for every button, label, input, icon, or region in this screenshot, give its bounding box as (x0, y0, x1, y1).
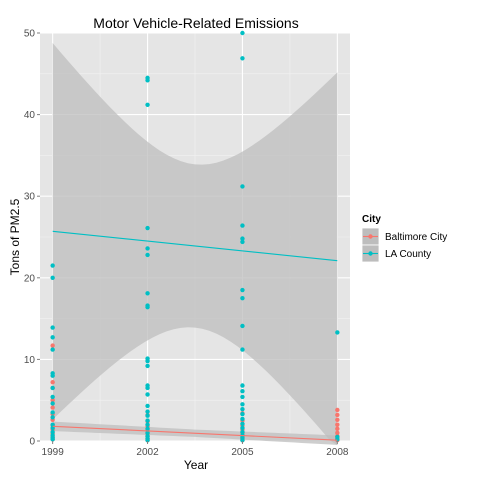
baltimore-city-legend-label: Baltimore City (385, 232, 447, 243)
la-county-point (240, 411, 245, 417)
la-county-point (240, 236, 245, 241)
la-county-point (240, 184, 245, 189)
baltimore-city-point (50, 398, 55, 403)
la-county-point (50, 325, 55, 330)
y-tick-label: 40 (24, 110, 36, 121)
la-county-point (240, 421, 245, 427)
la-county-point (240, 425, 245, 431)
la-county-point (240, 394, 245, 400)
chart-title: Motor Vehicle-Related Emissions (93, 15, 298, 31)
la-county-point (145, 291, 150, 296)
baltimore-city-point (335, 430, 340, 436)
baltimore-city-point (335, 417, 340, 422)
x-tick-label: 2008 (326, 447, 349, 458)
x-axis-label: Year (184, 458, 208, 472)
la-county-point (145, 409, 150, 414)
y-axis-ticks: 0 10 20 30 40 50 (24, 29, 40, 448)
fit-lines (52, 230, 338, 441)
y-tick-label: 20 (24, 273, 36, 284)
la-county-point (50, 275, 55, 280)
la-county-point (50, 401, 55, 406)
la-county-point (240, 56, 245, 61)
la-county-point (240, 296, 245, 301)
la-county-point (145, 392, 150, 397)
la-county-point (145, 426, 150, 431)
la-county-point (145, 246, 150, 251)
la-county-point (240, 223, 245, 228)
la-county-point (240, 323, 245, 329)
legend: City Baltimore City LA County (361, 214, 447, 263)
la-county-fit-line (52, 230, 338, 262)
la-county-point (145, 422, 150, 427)
la-county-point (50, 347, 55, 352)
la-county-point (145, 225, 150, 231)
la-county-point (50, 263, 55, 268)
la-county-point (240, 389, 245, 394)
la-county-point (145, 403, 150, 409)
la-county-point (335, 330, 340, 335)
la-county-point (145, 437, 150, 443)
la-county-confidence-band (52, 43, 338, 446)
la-county-point (50, 385, 55, 391)
la-county-point (240, 406, 245, 412)
la-county-legend-label: LA County (385, 249, 431, 260)
la-county-point (145, 304, 150, 310)
la-county-point (240, 429, 245, 435)
la-county-point (145, 430, 150, 436)
la-county-point (145, 385, 150, 391)
la-county-point (50, 335, 55, 340)
la-county-point (145, 363, 150, 369)
la-county-legend-point (368, 251, 373, 256)
la-county-point (50, 373, 55, 378)
la-county-point (240, 416, 245, 422)
scatter-points (50, 30, 340, 443)
baltimore-city-point (335, 426, 340, 431)
la-county-point (240, 287, 245, 293)
y-tick-label: 30 (24, 192, 36, 203)
baltimore-city-point (50, 343, 55, 348)
baltimore-city-point (50, 405, 55, 410)
la-county-point (50, 415, 55, 420)
la-county-point (50, 394, 55, 400)
la-county-point (335, 437, 340, 442)
la-county-point (145, 358, 150, 364)
la-county-point (50, 437, 55, 442)
la-county-point (145, 78, 150, 83)
la-county-point (50, 410, 55, 415)
baltimore-city-point (335, 422, 340, 427)
baltimore-city-legend-point (368, 234, 373, 239)
la-county-point (50, 422, 55, 427)
la-county-point (240, 402, 245, 407)
x-tick-label: 2005 (231, 447, 254, 458)
la-county-point (145, 413, 150, 418)
baltimore-city-fit-line (52, 425, 338, 441)
la-county-point (240, 383, 245, 388)
la-county-point (240, 437, 245, 443)
x-tick-label: 1999 (42, 447, 65, 458)
la-county-point (240, 239, 245, 245)
la-county-point (145, 102, 150, 108)
baltimore-city-point (335, 407, 340, 413)
la-county-point (240, 30, 245, 36)
y-tick-label: 0 (29, 437, 35, 448)
la-county-point (145, 252, 150, 258)
la-county-point (145, 418, 150, 423)
y-tick-label: 10 (24, 355, 36, 366)
y-axis-label: Tons of PM2.5 (8, 198, 22, 275)
baltimore-city-point (335, 412, 340, 418)
la-county-point (240, 347, 245, 352)
x-tick-label: 2002 (136, 447, 159, 458)
la-county-point (50, 429, 55, 435)
y-tick-label: 50 (24, 29, 36, 40)
baltimore-city-point (50, 380, 55, 385)
x-axis-ticks: 1999 2002 2005 2008 (42, 441, 349, 458)
legend-title: City (362, 214, 381, 225)
